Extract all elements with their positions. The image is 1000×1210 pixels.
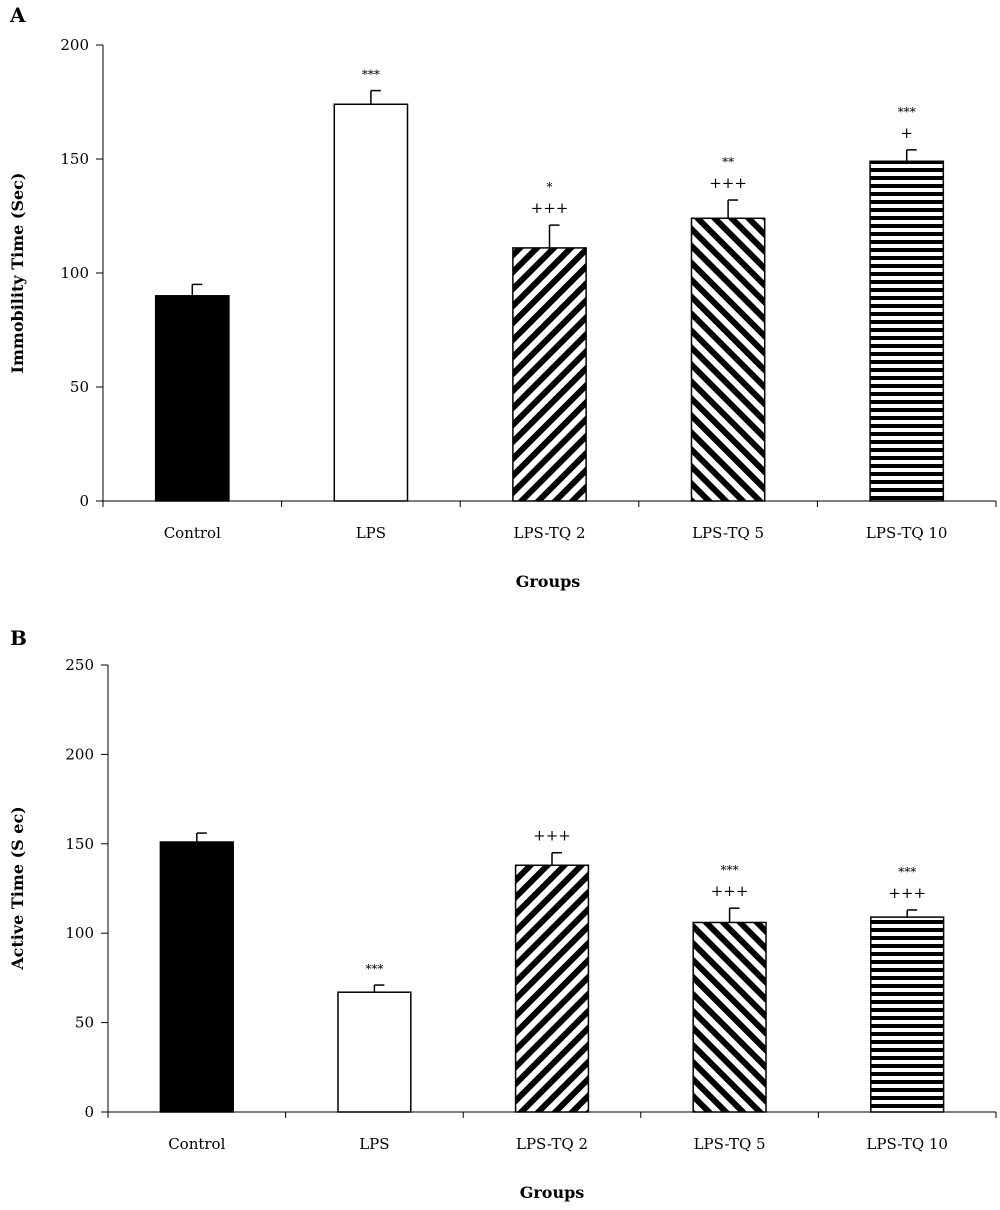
panel-b-bar (337, 991, 412, 1113)
panel-a-bar (690, 217, 766, 502)
panel-b-y-axis-title: Active Time (S ec) (8, 806, 27, 971)
panel-b-chart: B Active Time (S ec) Groups 0 50 100 150 200… (8, 626, 997, 1202)
panel-a-y-tick-label: 150 (60, 150, 89, 168)
panel-b-category-label: LPS-TQ 2 (516, 1135, 588, 1153)
panel-a-significance-label: + (900, 124, 913, 142)
panel-b-label: B (10, 626, 27, 650)
panel-b-y-tick-label: 0 (84, 1103, 94, 1121)
panel-a-category-label: Control (164, 524, 221, 542)
panel-b-bar (514, 864, 590, 1113)
panel-b-bar (159, 841, 234, 1113)
panel-a-y-tick-label: 100 (60, 264, 89, 282)
panel-b-y-tick-label: 200 (65, 745, 94, 763)
panel-a-y-tick-label: 200 (60, 36, 89, 54)
panel-b-x-axis-title: Groups (520, 1183, 585, 1202)
panel-a-y-axis-title: Immobility Time (Sec) (8, 173, 27, 374)
panel-a-y-tick-label: 0 (79, 492, 89, 510)
panel-a-bar (333, 103, 409, 502)
panel-a-category-label: LPS (356, 524, 386, 542)
panel-b-y-tick-label: 250 (65, 656, 94, 674)
panel-b-bar (870, 916, 945, 1113)
panel-a-significance-label: +++ (709, 174, 747, 192)
panel-a-label: A (9, 3, 26, 27)
panel-b-category-label: LPS-TQ 5 (694, 1135, 766, 1153)
panel-a-category-label: LPS-TQ 2 (513, 524, 585, 542)
panel-a-y-tick-label: 50 (70, 378, 89, 396)
panel-b-significance-label: *** (721, 863, 739, 877)
panel-b-significance-label: *** (365, 962, 383, 976)
panel-b-significance-label: +++ (888, 884, 926, 902)
panel-b-significance-label: +++ (533, 827, 571, 845)
panel-a-bar (154, 295, 230, 502)
panel-a-x-axis-title: Groups (516, 572, 581, 591)
panel-a-category-label: LPS-TQ 10 (866, 524, 948, 542)
panel-a-bar (512, 247, 587, 502)
panel-b-bar (692, 921, 767, 1113)
panel-a-bar (869, 160, 945, 502)
panel-b-y-tick-label: 150 (65, 835, 94, 853)
panel-b-category-label: LPS-TQ 10 (866, 1135, 948, 1153)
panel-a-significance-label: +++ (531, 199, 569, 217)
panel-a-chart: A Immobility Time (Sec) Groups 0 50 100 150… (8, 3, 997, 591)
panel-b-y-tick-label: 50 (75, 1014, 94, 1032)
panel-b-significance-label: +++ (711, 882, 749, 900)
panel-a-significance-label: * (547, 180, 553, 194)
panel-a-significance-label: *** (898, 105, 916, 119)
panel-b-category-label: Control (168, 1135, 225, 1153)
panel-b-y-tick-label: 100 (65, 924, 94, 942)
panel-a-significance-label: ** (722, 155, 734, 169)
panel-a-category-label: LPS-TQ 5 (692, 524, 764, 542)
panel-b-category-label: LPS (359, 1135, 389, 1153)
panel-b-significance-label: *** (898, 865, 916, 879)
panel-a-significance-label: *** (362, 68, 380, 82)
